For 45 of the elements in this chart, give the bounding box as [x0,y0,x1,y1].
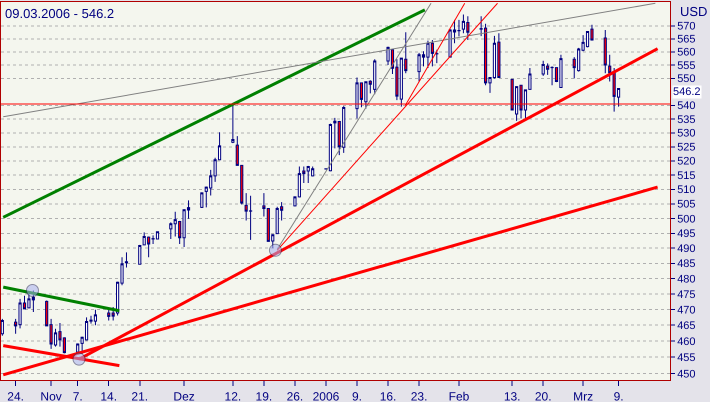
x-tick-label: 20. [534,389,552,402]
y-tick-label: 455 [677,352,696,364]
x-tick-label: 13. [504,389,521,402]
y-tick-label: 465 [677,320,696,332]
text: 546.2 [673,86,701,98]
x-tick-label: Dez [173,389,195,402]
y-tick-label: 460 [677,336,696,348]
y-tick-label: 490 [677,243,696,256]
x-tick-label: 2006 [312,389,340,402]
y-tick-label: 535 [677,114,696,126]
x-tick-label: 16. [380,389,396,402]
y-axis-title: USD [680,4,708,19]
y-tick-label: 485 [677,258,696,270]
x-tick-label: 9. [352,389,362,402]
y-tick-label: 475 [677,288,696,301]
x-tick-label: 23. [410,389,428,402]
y-tick-label: 565 [677,34,696,46]
y-tick-label: 560 [677,46,696,59]
y-tick-label: 530 [677,128,696,140]
x-tick-label: Nov [40,389,62,402]
x-tick-label: Feb [448,389,470,402]
y-tick-label: 470 [677,304,696,316]
y-tick-label: 555 [677,60,696,72]
y-tick-label: 550 [677,73,696,86]
y-tick-label: 510 [677,184,696,196]
x-tick-label: Mrz [573,389,594,402]
x-tick-label: 19. [256,389,272,402]
x-tick-label: 12. [224,389,242,402]
y-tick-label: 525 [677,142,696,154]
y-tick-label: 515 [677,170,696,182]
x-tick-label: 24. [7,389,24,402]
x-tick-label: 26. [286,389,304,402]
y-tick-label: 450 [677,368,696,380]
y-tick-label: 500 [677,213,696,226]
y-tick-label: 570 [677,20,696,33]
x-tick-label: 21. [131,389,148,402]
y-tick-label: 495 [677,228,696,240]
x-tick-label: 14. [100,389,118,402]
y-tick-label: 520 [677,156,696,168]
y-tick-label: 480 [677,273,696,286]
x-tick-label: 9. [614,389,624,402]
y-tick-label: 540 [677,100,696,112]
chart-title: 09.03.2006 - 546.2 [5,6,114,21]
x-tick-label: 7. [72,389,83,402]
y-tick-label: 505 [677,198,696,211]
